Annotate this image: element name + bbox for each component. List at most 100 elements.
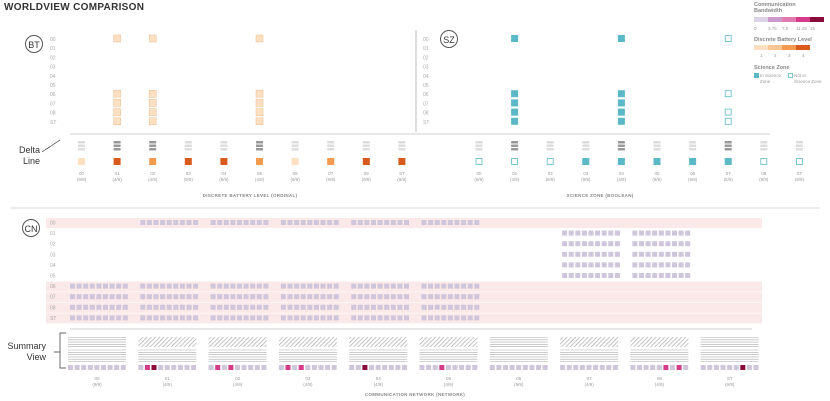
cn-cell — [581, 241, 587, 247]
sz-col-label: 07 — [726, 171, 732, 176]
legend-battery-swatch — [782, 45, 796, 50]
bt-col-ratio: (9/9) — [326, 177, 336, 182]
sz-cell-out — [724, 35, 732, 42]
bt-cell — [148, 99, 157, 107]
cn-cell — [96, 283, 102, 289]
bt-delta-tick — [327, 148, 335, 151]
sz-delta-cell — [546, 158, 554, 165]
summary-cell — [707, 365, 713, 370]
cn-cell — [186, 294, 192, 300]
cn-cell — [237, 304, 242, 310]
bt-badge[interactable]: BT — [25, 35, 43, 53]
cn-cell — [122, 283, 128, 289]
cn-cell — [140, 304, 146, 310]
summary-cell — [331, 365, 337, 370]
sz-badge[interactable]: SZ — [440, 30, 458, 48]
cn-cell — [263, 220, 269, 225]
cn-cell — [672, 230, 677, 236]
sz-col-label: 05 — [654, 171, 660, 176]
cn-cell — [250, 283, 256, 289]
cn-badge[interactable]: CN — [22, 219, 40, 237]
bt-col-ratio: (9/9) — [290, 177, 300, 182]
summary-cell — [164, 365, 170, 370]
cn-cell — [109, 304, 115, 310]
sz-row-label: 08 — [423, 111, 429, 117]
cn-cell — [166, 315, 172, 321]
bt-cell — [113, 117, 121, 126]
sz-delta-cell — [724, 158, 732, 165]
cn-cell — [428, 315, 434, 321]
cn-cell — [294, 220, 300, 225]
cn-cell — [447, 283, 453, 289]
cn-cell — [327, 304, 333, 310]
cn-cell — [568, 262, 574, 268]
cn-cell — [173, 304, 179, 310]
sz-delta-tick — [511, 141, 519, 144]
summary-cell — [171, 365, 177, 370]
cn-cell — [672, 251, 677, 257]
cn-cell — [447, 220, 453, 225]
summary-cell — [503, 365, 508, 370]
summary-cell — [254, 365, 260, 370]
cn-cell — [639, 230, 644, 236]
cn-cell — [652, 241, 658, 247]
legend-comm-tick: 0 — [754, 26, 757, 31]
cn-cell — [678, 273, 684, 278]
bt-col-label: 08 — [364, 171, 370, 176]
sz-row-label: 04 — [423, 74, 429, 80]
cn-cell — [179, 294, 185, 300]
cn-cell — [333, 220, 339, 225]
cn-cell — [333, 304, 339, 310]
sz-delta-tick — [689, 144, 697, 147]
cn-cell — [351, 294, 357, 300]
legend-out-swatch — [788, 73, 793, 78]
cn-cell — [83, 315, 89, 321]
sz-delta-cell — [511, 158, 519, 165]
cn-cell — [575, 273, 581, 278]
cn-cell — [377, 304, 383, 310]
cn-cell — [160, 304, 166, 310]
cn-cell — [96, 304, 102, 310]
summary-cell — [740, 365, 746, 370]
cn-cell — [103, 315, 108, 321]
cn-cell — [588, 241, 594, 247]
sz-delta-tick — [760, 144, 768, 147]
summary-cell — [612, 365, 618, 370]
cn-cell — [652, 262, 658, 268]
cn-cell — [153, 315, 159, 321]
cn-cell — [70, 315, 75, 321]
summary-cell — [101, 365, 106, 370]
cn-cell — [217, 294, 223, 300]
sz-delta-tick — [511, 148, 519, 151]
cn-cell — [601, 273, 607, 278]
summary-cell — [593, 365, 599, 370]
summary-cell — [637, 365, 642, 370]
summary-cell — [579, 365, 585, 370]
cn-cell — [461, 304, 467, 310]
cn-cell — [441, 294, 447, 300]
cn-cell — [441, 283, 447, 289]
cn-cell — [384, 304, 390, 310]
cn-cell — [454, 294, 460, 300]
cn-cell — [166, 294, 172, 300]
cn-cell — [384, 315, 390, 321]
cn-cell — [320, 220, 326, 225]
sz-row-label: 00 — [423, 37, 429, 43]
legend-comm-swatch — [810, 17, 824, 22]
cn-cell — [428, 304, 434, 310]
summary-cell — [432, 365, 438, 370]
summary-cell — [426, 365, 432, 370]
legend-battery-tick: 4 — [802, 53, 805, 58]
cn-cell — [357, 304, 363, 310]
bt-delta-tick — [327, 141, 335, 144]
cn-cell — [146, 315, 152, 321]
summary-cell — [144, 365, 150, 370]
cn-cell — [645, 230, 651, 236]
summary-cell — [305, 365, 311, 370]
bt-col-label: 06 — [293, 171, 299, 176]
cn-cell — [474, 283, 480, 289]
summary-cell — [516, 365, 522, 370]
cn-cell — [76, 304, 82, 310]
cn-cell — [237, 220, 242, 225]
cn-cell — [608, 251, 614, 257]
